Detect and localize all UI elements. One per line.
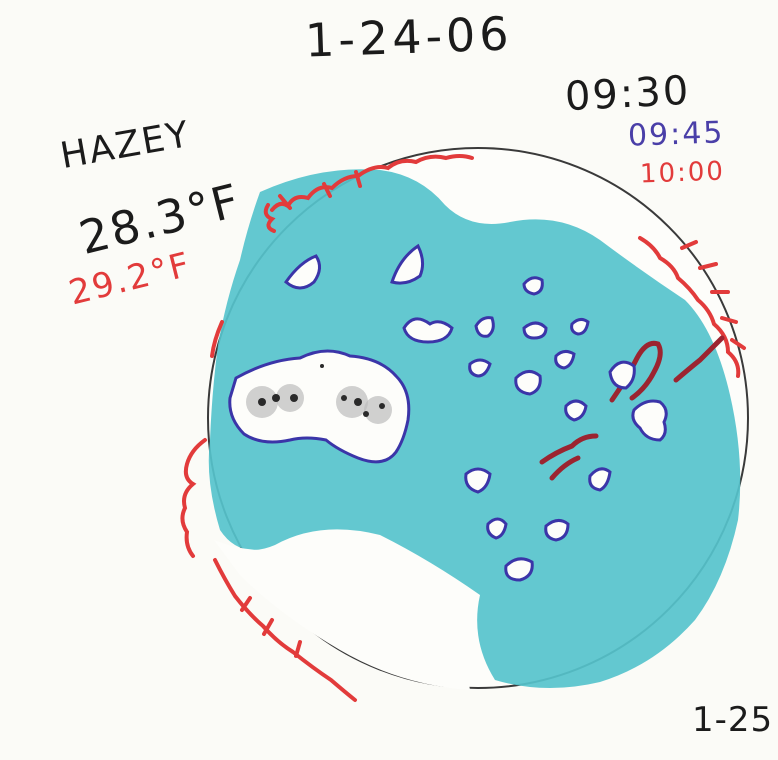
plage-lower-left-gap <box>214 540 470 690</box>
active-region <box>228 349 411 464</box>
sunspots <box>246 364 392 424</box>
corner-note: 1-25 <box>692 700 774 740</box>
time-first: 09:30 <box>563 67 692 121</box>
observation-date: 1-24-06 <box>304 6 514 68</box>
plage-cells <box>283 243 668 582</box>
prominences <box>180 154 746 702</box>
time-third: 10:00 <box>639 156 726 190</box>
plage-shading <box>208 169 741 689</box>
time-second: 09:45 <box>627 115 726 154</box>
